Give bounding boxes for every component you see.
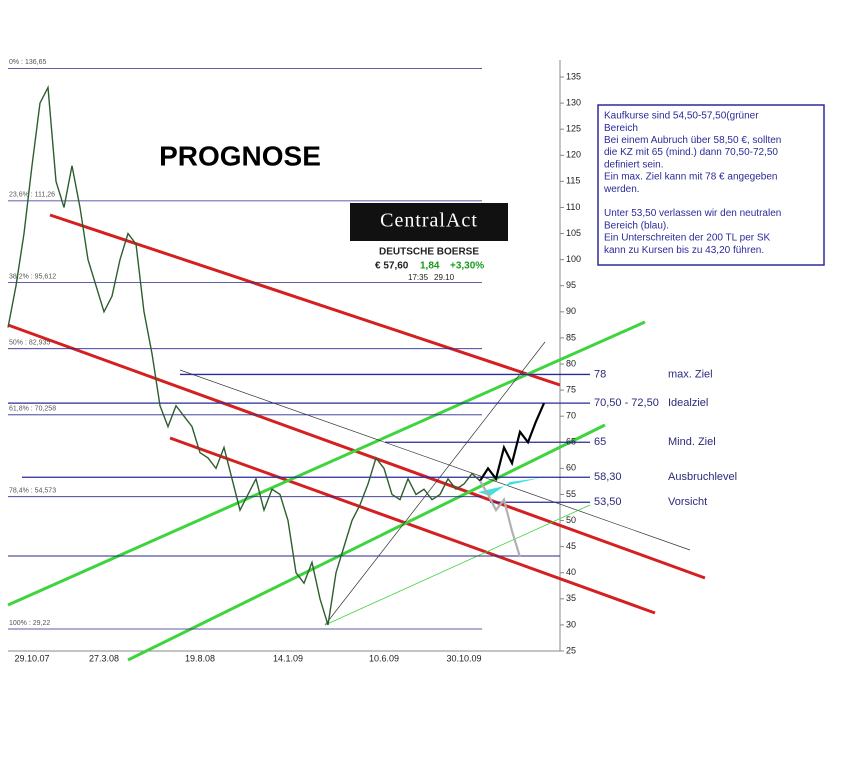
buy-zone [478, 478, 540, 496]
title: PROGNOSE [159, 140, 321, 171]
quote-name: DEUTSCHE BOERSE [379, 247, 479, 258]
y-tick-label: 35 [566, 593, 576, 603]
y-tick-label: 135 [566, 71, 581, 81]
red-trend [169, 436, 656, 615]
level-label: 78 [594, 368, 606, 380]
y-tick-label: 105 [566, 228, 581, 238]
y-tick-label: 55 [566, 489, 576, 499]
level-label: 58,30 [594, 471, 622, 483]
y-tick-label: 130 [566, 97, 581, 107]
y-tick-label: 115 [566, 176, 580, 186]
level-label: 53,50 [594, 496, 622, 508]
y-tick-label: 100 [566, 254, 581, 264]
y-tick-label: 80 [566, 358, 576, 368]
comment-line: die KZ mit 65 (mind.) dann 70,50-72,50 [604, 147, 778, 158]
quote-time: 17:35 [408, 273, 429, 282]
x-tick-label: 14.1.09 [273, 653, 303, 663]
logo: CentralAct [380, 210, 478, 232]
y-tick-label: 110 [566, 202, 580, 212]
comment-line: Bereich [604, 123, 638, 134]
y-tick-label: 50 [566, 515, 576, 525]
level-note: Idealziel [668, 397, 708, 409]
series-line [479, 480, 522, 558]
comment-line: kann zu Kursen bis zu 43,20 führen. [604, 245, 764, 256]
level-label: 70,50 - 72,50 [594, 397, 659, 409]
y-tick-label: 85 [566, 332, 576, 342]
fib-label: 100% : 29,22 [9, 620, 50, 627]
fib-label: 0% : 136,65 [9, 59, 46, 66]
x-tick-label: 29.10.07 [14, 653, 49, 663]
fib-label: 23,6% : 111,26 [9, 192, 55, 199]
quote-change: 1,84 [420, 261, 440, 272]
y-tick-label: 95 [566, 280, 576, 290]
thin-trend [324, 341, 546, 626]
fib-label: 61,8% : 70,258 [9, 406, 56, 413]
fib-label: 38,2% : 95,612 [9, 273, 56, 280]
comment-line: Unter 53,50 verlassen wir den neutralen [604, 208, 781, 219]
comment-line: werden. [603, 184, 640, 195]
comment-line: Ein Unterschreiten der 200 TL per SK [604, 233, 771, 244]
thin-trend [179, 369, 691, 551]
comment-line: Kaufkurse sind 54,50-57,50(grüner [604, 111, 759, 122]
y-tick-label: 45 [566, 541, 576, 551]
comment-line: definiert sein. [604, 159, 663, 170]
green-trend [7, 320, 646, 607]
x-tick-label: 19.8.08 [185, 653, 215, 663]
y-tick-label: 40 [566, 567, 576, 577]
x-tick-label: 10.6.09 [369, 653, 399, 663]
y-tick-label: 70 [566, 411, 576, 421]
y-tick-label: 125 [566, 124, 581, 134]
level-note: max. Ziel [668, 368, 713, 380]
quote-price: € 57,60 [375, 261, 409, 272]
level-note: Ausbruchlevel [668, 471, 737, 483]
thin-green-trend [324, 504, 591, 626]
y-tick-label: 30 [566, 619, 576, 629]
fib-label: 78,4% : 54,573 [9, 488, 56, 495]
y-tick-label: 75 [566, 384, 576, 394]
y-tick-label: 120 [566, 150, 581, 160]
y-tick-label: 25 [566, 645, 576, 655]
level-note: Mind. Ziel [668, 436, 716, 448]
series-line [479, 402, 546, 482]
green-trend [127, 423, 606, 662]
level-label: 65 [594, 436, 606, 448]
quote-date: 29.10 [434, 273, 455, 282]
quote-change-pct: +3,30% [450, 261, 484, 272]
y-tick-label: 90 [566, 306, 576, 316]
x-tick-label: 27.3.08 [89, 653, 119, 663]
comment-line: Ein max. Ziel kann mit 78 € angegeben [604, 172, 777, 183]
level-note: Vorsicht [668, 496, 707, 508]
y-tick-label: 60 [566, 463, 576, 473]
comment-box [597, 104, 825, 266]
x-tick-label: 30.10.09 [446, 653, 481, 663]
series-line [7, 84, 481, 626]
fib-label: 50% : 82,935 [9, 340, 50, 347]
comment-line: Bei einem Aubruch über 58,50 €, sollten [604, 135, 781, 146]
comment-line: Bereich (blau). [604, 220, 669, 231]
logo-box [350, 203, 508, 241]
